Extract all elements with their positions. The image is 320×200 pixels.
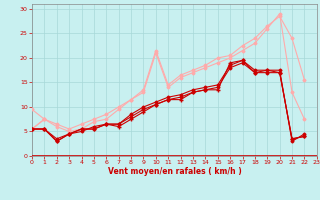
X-axis label: Vent moyen/en rafales ( km/h ): Vent moyen/en rafales ( km/h ) [108, 167, 241, 176]
